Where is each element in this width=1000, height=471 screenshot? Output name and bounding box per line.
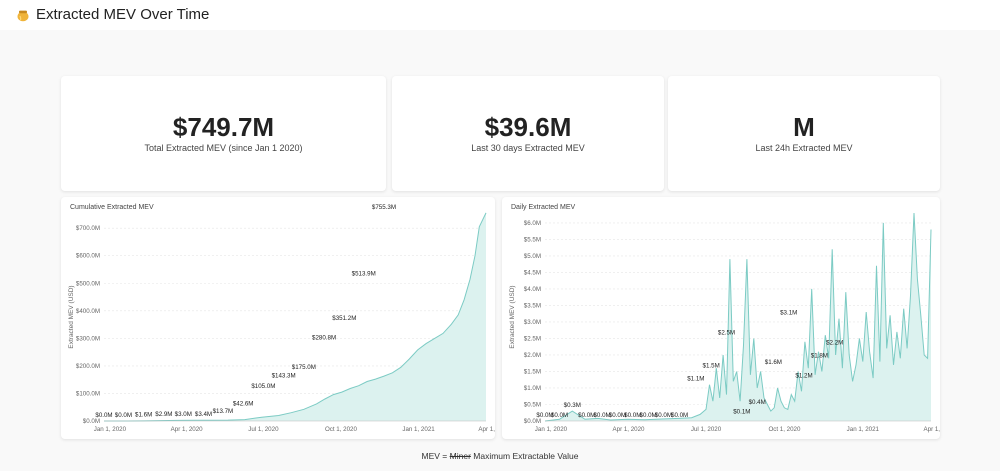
x-tick-label: Jul 1, 2020 [691,426,722,433]
metric-card-24h: M Last 24h Extracted MEV [668,76,940,191]
y-tick-label: $100.0M [76,390,100,397]
y-tick-label: $2.0M [524,352,541,359]
data-label: $280.8M [312,335,336,342]
x-tick-label: Oct 1, 2020 [325,426,358,433]
data-label: $3.4M [195,411,212,418]
x-tick-label: Apr 1, 2020 [613,426,646,433]
footer-suffix: Maximum Extractable Value [470,451,579,461]
cumulative-chart: $0.0M $100.0M $200.0M $300.0M $400.0M $500.0M… [68,204,495,433]
data-label: $2.2M [826,339,843,346]
x-tick-label: Jan 1, 2021 [847,426,880,433]
y-tick-label: $0.0M [524,418,541,425]
cumulative-chart-card: Cumulative Extracted MEV $0.0M $100.0M $20… [61,197,495,439]
y-tick-label: $500.0M [76,280,100,287]
page-title: Extracted MEV Over Time [36,6,210,23]
data-label: $1.8M [811,353,828,360]
series-area [545,213,931,421]
data-label: $0.0M [115,412,132,419]
data-label: $0.0M [671,412,688,419]
data-label: $3.1M [780,310,797,317]
data-label: $513.9M [352,270,376,277]
y-tick-label: $200.0M [76,363,100,370]
footer-note: MEV = Miner Maximum Extractable Value [0,451,1000,461]
x-tick-label: Apr 1, 2021 [478,426,495,433]
data-label: $0.0M [655,412,672,419]
data-label: $1.5M [703,362,720,369]
metric-value-total: $749.7M [172,112,275,142]
y-tick-label: $4.5M [524,269,541,276]
data-label: $0.3M [564,402,581,409]
data-label: $0.0M [593,412,610,419]
honey-pot-icon [17,10,29,21]
footer-struck-word: Miner [449,451,471,461]
metric-label-24h: Last 24h Extracted MEV [755,143,853,153]
page-header: Extracted MEV Over Time [0,0,1000,30]
data-label: $2.9M [155,411,172,418]
data-label: $42.6M [233,400,254,407]
data-label: $13.7M [213,408,234,415]
data-label: $0.0M [536,412,553,419]
y-tick-label: $0.5M [524,401,541,408]
daily-chart-title: Daily Extracted MEV [511,204,576,211]
y-axis-title: Extracted MEV (USD) [68,285,75,348]
cumulative-chart-title: Cumulative Extracted MEV [70,204,154,211]
data-label: $0.0M [578,412,595,419]
data-label: $0.0M [551,412,568,419]
y-tick-label: $600.0M [76,253,100,260]
data-label: $1.6M [765,359,782,366]
y-tick-label: $6.0M [524,220,541,227]
x-tick-label: Oct 1, 2020 [768,426,801,433]
metric-card-30d: $39.6M Last 30 days Extracted MEV [392,76,664,191]
x-tick-label: Jan 1, 2020 [535,426,568,433]
data-label: $175.0M [292,364,316,371]
y-tick-label: $400.0M [76,308,100,315]
y-tick-label: $5.5M [524,236,541,243]
y-tick-label: $3.0M [524,319,541,326]
y-tick-label: $1.0M [524,385,541,392]
page-title-group: Extracted MEV Over Time [16,6,209,23]
x-tick-label: Jan 1, 2020 [94,426,127,433]
metric-card-total: $749.7M Total Extracted MEV (since Jan 1… [61,76,386,191]
data-label: $2.5M [718,329,735,336]
data-label: $1.2M [795,372,812,379]
data-label: $1.1M [687,376,704,383]
data-label: $0.0M [95,412,112,419]
x-tick-label: Jan 1, 2021 [402,426,435,433]
data-label: $1.6M [135,412,152,419]
data-label: $143.3M [272,373,296,380]
data-label: $105.0M [251,383,275,390]
x-tick-label: Apr 1, 2020 [171,426,204,433]
data-label: $0.4M [749,399,766,406]
data-label: $0.0M [624,412,641,419]
x-tick-label: Apr 1, 2021 [924,426,940,433]
series-line [104,212,487,422]
metric-label-total: Total Extracted MEV (since Jan 1 2020) [144,143,303,153]
y-axis-title: Extracted MEV (USD) [509,285,516,348]
daily-chart-card: Daily Extracted MEV $0.0M $0.5M $1.0M $1.5M… [502,197,940,439]
data-label: $0.1M [733,409,750,416]
y-tick-label: $4.0M [524,286,541,293]
x-tick-label: Jul 1, 2020 [248,426,279,433]
series-area [104,212,486,421]
metric-label-30d: Last 30 days Extracted MEV [471,143,585,153]
data-label: $351.2M [332,315,356,322]
footer-prefix: MEV = [421,451,450,461]
data-label: $755.3M [372,204,396,211]
y-tick-label: $1.5M [524,368,541,375]
y-tick-label: $300.0M [76,335,100,342]
metric-value-30d: $39.6M [484,112,572,142]
data-label: $3.0M [175,411,192,418]
y-tick-label: $700.0M [76,225,100,232]
series-line [544,212,932,422]
y-tick-label: $0.0M [83,418,100,425]
daily-chart: $0.0M $0.5M $1.0M $1.5M $2.0M $2.5M $3.0M $3.5M… [509,212,940,433]
metric-value-24h: M [793,112,815,142]
y-tick-label: $3.5M [524,302,541,309]
y-tick-label: $5.0M [524,253,541,260]
data-label: $0.0M [640,412,657,419]
y-tick-label: $2.5M [524,335,541,342]
data-label: $0.0M [609,412,626,419]
